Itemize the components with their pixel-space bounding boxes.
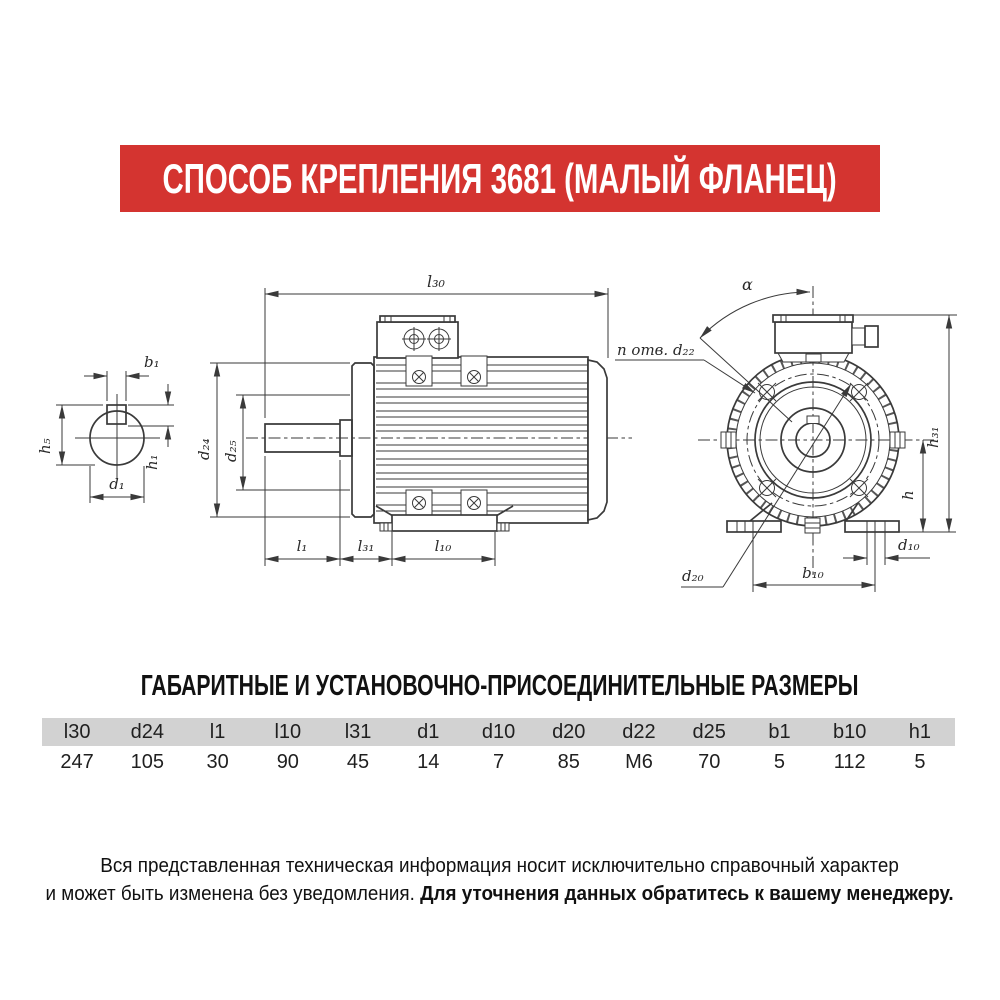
table-header-cell: d22 [622, 720, 656, 743]
motor-side-view: l₃₀ d₂₄ d₂₅ l₁ l₃₁ l₁₀ [195, 272, 632, 566]
banner: СПОСОБ КРЕПЛЕНИЯ 3681 (МАЛЫЙ ФЛАНЕЦ) [120, 145, 880, 212]
dim-label-d24: d₂₄ [195, 438, 213, 460]
table-header-cell: l30 [63, 720, 91, 743]
dim-label-l30: l₃₀ [427, 272, 446, 291]
disclaimer-line1: Вся представленная техническая информаци… [100, 854, 900, 877]
table-value-cell: 45 [346, 751, 370, 773]
table-value-cell: 247 [60, 751, 94, 773]
dimensions-section-title: ГАБАРИТНЫЕ И УСТАНОВОЧНО-ПРИСОЕДИНИТЕЛЬН… [141, 670, 859, 702]
table-value-cell: 7 [492, 751, 505, 773]
table-header-cell: b1 [768, 720, 791, 743]
table-value-cell: 112 [833, 751, 866, 773]
banner-title: СПОСОБ КРЕПЛЕНИЯ 3681 (МАЛЫЙ ФЛАНЕЦ) [162, 154, 838, 202]
table-header-cell: h1 [908, 720, 932, 743]
table-header-cell: d24 [130, 720, 165, 743]
table-header-cell: d20 [552, 720, 586, 743]
disclaimer: Вся представленная техническая информаци… [0, 852, 1000, 907]
dim-label-b10: b₁₀ [802, 564, 824, 582]
table-value-cell: 5 [773, 751, 786, 773]
dim-label-l10: l₁₀ [435, 537, 452, 555]
table-header-cell: d1 [417, 720, 440, 743]
table-value-cell: M6 [625, 751, 653, 773]
dim-label-d10: d₁₀ [898, 536, 920, 554]
table-value-cell: 90 [276, 751, 299, 773]
table-header-cell: d25 [692, 720, 726, 743]
table-header-cell: l1 [209, 720, 226, 743]
motor-front-view: α n отв. d₂₂ d₂₀ b₁₀ d₁₀ h [615, 275, 957, 592]
cable-gland [851, 327, 866, 346]
dim-label-h: h [899, 490, 917, 500]
dim-label-h5: h₅ [36, 438, 54, 454]
dim-label-d20: d₂₀ [682, 567, 704, 585]
dim-label-h31: h₃₁ [924, 426, 942, 448]
table-value-cell: 14 [417, 751, 440, 773]
table-header-cell: l31 [344, 720, 372, 743]
disclaimer-line2-bold: Для уточнения данных обратитесь к вашему… [420, 881, 955, 905]
table-value-cell: 30 [206, 751, 229, 773]
table-header-cell: d10 [481, 720, 516, 743]
dim-label-h1-shaft: h₁ [143, 454, 161, 470]
technical-drawing: b₁ h₅ h₁ d₁ [36, 272, 957, 592]
dim-label-holes-d22: n отв. d₂₂ [617, 341, 695, 359]
dim-label-b1: b₁ [144, 353, 160, 371]
dim-label-alpha: α [742, 275, 753, 294]
table-header-cell: l10 [274, 720, 302, 743]
table-header-cell: b10 [833, 720, 867, 743]
dim-label-l31: l₃₁ [358, 537, 375, 555]
disclaimer-line2: и может быть изменена без уведомления. [45, 881, 421, 905]
shaft-section-view: b₁ h₅ h₁ d₁ [36, 353, 174, 503]
table-value-cell: 85 [557, 751, 580, 773]
table-value-row: 247 105 30 90 45 14 7 85 M6 70 5 112 5 [42, 746, 955, 779]
dim-label-l1: l₁ [297, 537, 308, 555]
table-value-cell: 5 [914, 751, 926, 773]
table-value-cell: 70 [698, 751, 721, 773]
dim-label-d25: d₂₅ [222, 440, 240, 462]
dimensions-table: l30 d24 l1 l10 l31 d1 d10 d20 d22 d25 b1… [42, 718, 955, 779]
dim-label-d1: d₁ [109, 475, 125, 493]
table-header-row: l30 d24 l1 l10 l31 d1 d10 d20 d22 d25 b1… [42, 718, 955, 746]
table-value-cell: 105 [130, 751, 165, 773]
